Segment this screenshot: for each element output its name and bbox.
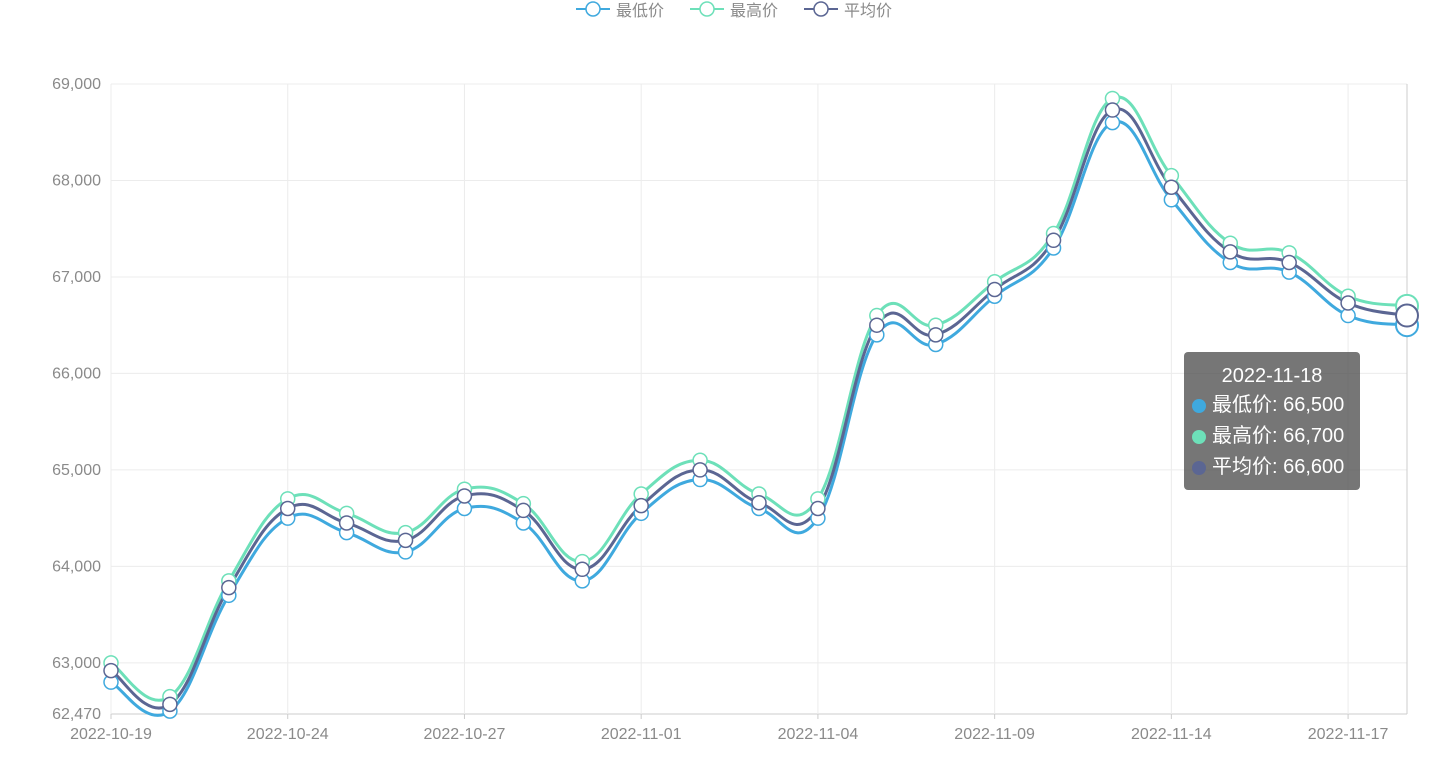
x-tick-label: 2022-11-17 [1308,726,1389,743]
x-tick-label: 2022-10-24 [247,726,329,743]
y-tick-label: 62,470 [52,706,101,723]
tooltip-avg-dot [1192,460,1206,475]
data-point-avg [103,662,119,679]
tooltip-high-dot [1192,429,1206,444]
data-point-avg [633,497,649,514]
tooltip-avg-text: 平均价: 66,600 [1212,456,1345,478]
tooltip-row-high: 最高价: 66,700 [1192,421,1360,452]
y-tick-label: 64,000 [52,558,101,575]
chart-legend: 最低价 最高价 平均价 [0,0,1437,22]
data-point-avg [221,579,237,596]
y-tick-label: 69,000 [52,76,101,93]
tooltip-low-dot [1192,398,1206,413]
data-point-avg [692,462,708,478]
x-tick-label: 2022-11-14 [1131,726,1212,743]
data-point-avg [869,317,885,333]
y-tick-label: 66,000 [52,365,101,382]
data-point-avg [751,494,767,511]
data-point-avg [1395,303,1419,328]
data-point-avg [810,500,826,517]
y-tick-label: 65,000 [52,462,101,479]
y-tick-label: 68,000 [52,172,101,189]
data-point-avg [1222,244,1239,260]
tooltip-low-text: 最低价: 66,500 [1212,394,1345,416]
data-point-avg [515,502,532,519]
legend-item-high[interactable]: 最高价 [690,0,778,20]
data-point-avg [986,281,1003,298]
x-tick-label: 2022-10-27 [424,726,506,743]
x-tick-label: 2022-11-01 [601,726,682,743]
data-point-avg [574,561,591,578]
data-point-avg [1163,179,1180,195]
legend-low-icon [576,1,610,17]
chart-tooltip: 2022-11-18 最低价: 66,500 最高价: 66,700 平均价: … [1184,352,1360,490]
legend-item-avg[interactable]: 平均价 [804,0,892,20]
data-point-avg [162,696,178,713]
y-tick-label: 63,000 [52,655,101,672]
x-tick-label: 2022-11-04 [778,726,859,743]
tooltip-high-text: 最高价: 66,700 [1212,425,1345,447]
legend-item-low[interactable]: 最低价 [576,0,664,20]
data-point-avg [1281,254,1297,271]
legend-avg-label: 平均价 [844,3,893,20]
x-tick-label: 2022-10-19 [70,726,152,743]
legend-high-label: 最高价 [730,3,779,20]
data-point-avg [456,488,473,504]
tooltip-row-low: 最低价: 66,500 [1192,390,1360,421]
data-point-avg [927,327,944,343]
data-point-avg [279,500,296,517]
legend-high-icon [690,1,724,17]
data-point-avg [338,515,355,531]
tooltip-row-avg: 平均价: 66,600 [1192,452,1360,483]
legend-low-label: 最低价 [616,3,665,20]
x-tick-label: 2022-11-09 [954,726,1035,743]
y-tick-label: 67,000 [52,269,101,286]
tooltip-date: 2022-11-18 [1221,365,1323,387]
data-point-avg [1045,232,1062,249]
data-point-avg [1104,102,1121,118]
data-point-avg [397,532,414,549]
data-point-avg [1340,295,1356,311]
legend-avg-icon [804,1,838,17]
